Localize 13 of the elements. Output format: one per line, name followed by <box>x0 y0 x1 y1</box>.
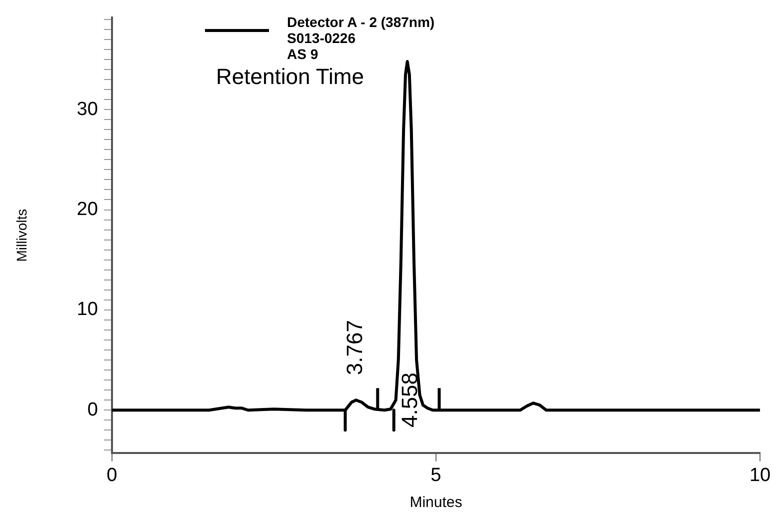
x-tick-label: 5 <box>430 464 442 486</box>
annotation: Retention Time <box>216 64 364 90</box>
y-axis-title: Millivolts <box>13 208 30 262</box>
y-tick-label: 10 <box>76 299 98 320</box>
legend-label: Detector A - 2 (387nm) S013-0226 AS 9 <box>287 14 435 62</box>
annotation: 4.558 <box>397 372 422 428</box>
annotation: 3.767 <box>342 320 368 376</box>
x-tick-label: 10 <box>749 464 771 486</box>
y-tick-label: 20 <box>76 198 98 220</box>
x-tick-label: 0 <box>106 464 118 486</box>
y-tick-label: 30 <box>76 98 98 120</box>
y-tick-label: 0 <box>87 399 98 420</box>
x-axis-title: Minutes <box>410 494 462 512</box>
